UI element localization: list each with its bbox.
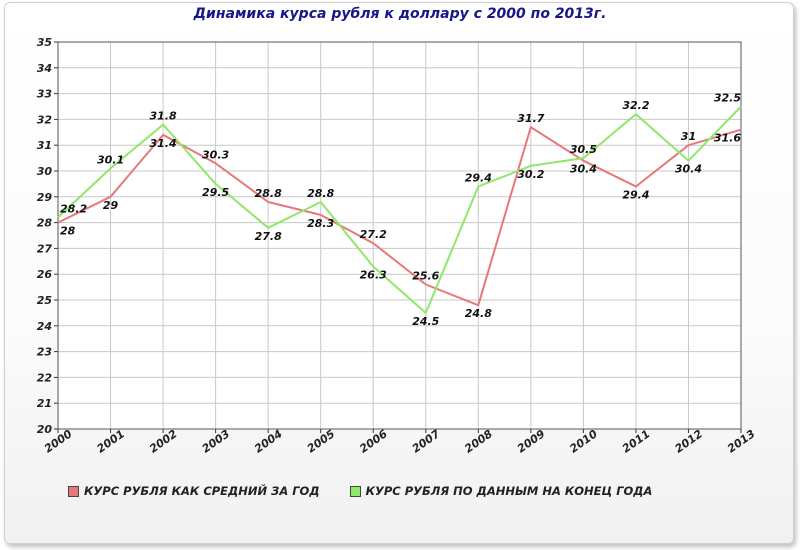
- data-label: 31.6: [714, 132, 741, 145]
- data-label: 28.8: [307, 187, 334, 200]
- series-line-0: [57, 126, 742, 307]
- data-label: 27.8: [255, 230, 282, 243]
- data-label: 31.7: [517, 112, 544, 125]
- data-label: 29.4: [465, 171, 492, 184]
- y-tick-label: 26: [37, 268, 53, 281]
- data-label: 31.8: [150, 110, 177, 123]
- data-label: 29.5: [202, 186, 229, 199]
- data-label: 32.5: [714, 92, 741, 105]
- y-tick-label: 28: [37, 217, 53, 230]
- legend-item-year-end: КУРС РУБЛЯ ПО ДАННЫМ НА КОНЕЦ ГОДА: [349, 484, 653, 498]
- chart-title: Динамика курса рубля к доллару с 2000 по…: [193, 6, 607, 22]
- chart-legend: КУРС РУБЛЯ КАК СРЕДНИЙ ЗА ГОД КУРС РУБЛЯ…: [68, 484, 652, 498]
- data-label: 31: [681, 130, 696, 143]
- data-label: 30.1: [97, 153, 124, 166]
- data-label: 29: [103, 199, 119, 212]
- data-label: 30.2: [517, 168, 544, 181]
- data-label: 28.2: [60, 202, 87, 215]
- y-tick-label: 25: [37, 294, 53, 307]
- y-tick-label: 30: [37, 165, 53, 178]
- y-tick-label: 34: [37, 62, 52, 75]
- legend-swatch-year-end: [349, 485, 361, 497]
- data-label: 28.8: [255, 187, 282, 200]
- data-label: 26.3: [360, 268, 387, 281]
- data-label: 30.3: [202, 148, 229, 161]
- y-tick-label: 32: [37, 113, 53, 126]
- data-label: 32.2: [622, 99, 649, 112]
- data-label: 28.3: [307, 217, 334, 230]
- legend-item-average: КУРС РУБЛЯ КАК СРЕДНИЙ ЗА ГОД: [68, 484, 320, 498]
- data-label: 27.2: [360, 228, 387, 241]
- y-tick-label: 29: [37, 191, 53, 204]
- y-tick-label: 31: [37, 139, 52, 152]
- data-label: 30.5: [570, 143, 597, 156]
- y-tick-label: 20: [37, 423, 53, 436]
- series-line-1: [57, 105, 742, 314]
- y-tick-label: 21: [37, 397, 52, 410]
- data-label: 31.4: [150, 137, 177, 150]
- data-label: 25.6: [412, 270, 439, 283]
- data-label: 30.4: [570, 163, 597, 176]
- legend-label-average: КУРС РУБЛЯ КАК СРЕДНИЙ ЗА ГОД: [84, 484, 320, 498]
- data-label: 28: [60, 225, 76, 238]
- data-label: 29.4: [622, 188, 649, 201]
- y-tick-label: 35: [37, 36, 53, 49]
- y-tick-label: 33: [37, 88, 53, 101]
- y-tick-label: 24: [37, 320, 52, 333]
- plot-area: [58, 42, 741, 429]
- y-tick-label: 22: [37, 371, 53, 384]
- y-tick-label: 23: [37, 346, 53, 359]
- data-label: 24.8: [465, 307, 492, 320]
- legend-label-year-end: КУРС РУБЛЯ ПО ДАННЫМ НА КОНЕЦ ГОДА: [365, 484, 653, 498]
- data-label: 24.5: [412, 315, 439, 328]
- data-label: 30.4: [675, 163, 702, 176]
- legend-swatch-average: [68, 485, 79, 497]
- plot-border: [57, 41, 742, 430]
- y-tick-label: 27: [37, 242, 53, 255]
